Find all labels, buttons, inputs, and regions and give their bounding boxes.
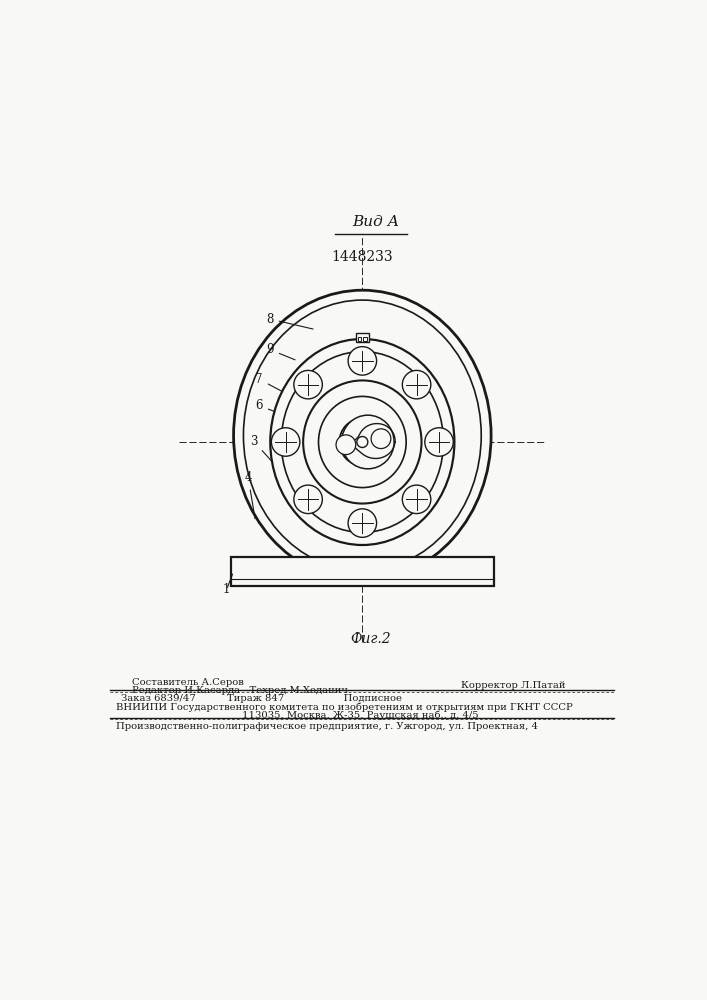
Circle shape (294, 485, 322, 514)
Text: 4: 4 (245, 471, 255, 519)
Circle shape (294, 370, 322, 399)
Text: 113035, Москва, Ж-35, Раушская наб., д. 4/5: 113035, Москва, Ж-35, Раушская наб., д. … (242, 710, 479, 720)
Text: 1448233: 1448233 (332, 250, 393, 264)
Text: 7: 7 (255, 373, 282, 391)
Circle shape (402, 370, 431, 399)
Text: Фиг.2: Фиг.2 (350, 632, 391, 646)
Text: 6: 6 (255, 399, 312, 426)
Ellipse shape (281, 352, 443, 532)
Circle shape (348, 509, 377, 537)
Circle shape (348, 347, 377, 375)
Circle shape (371, 429, 391, 449)
Text: Корректор Л.Патай: Корректор Л.Патай (461, 681, 566, 690)
Bar (231, 557, 494, 586)
Ellipse shape (339, 419, 385, 465)
Ellipse shape (319, 396, 407, 488)
Bar (356, 333, 369, 342)
Text: Вид А: Вид А (353, 215, 399, 229)
Text: Редактор И.Касарда   Техред М.Ходанич: Редактор И.Касарда Техред М.Ходанич (132, 686, 349, 695)
Circle shape (425, 428, 453, 456)
Ellipse shape (270, 339, 455, 545)
Text: Составитель А.Серов: Составитель А.Серов (132, 678, 244, 687)
Text: 3: 3 (250, 435, 286, 477)
Circle shape (336, 435, 356, 455)
Bar (358, 337, 361, 341)
Circle shape (402, 485, 431, 514)
Ellipse shape (233, 290, 491, 581)
Text: 8: 8 (267, 313, 313, 329)
Circle shape (357, 437, 368, 447)
Ellipse shape (341, 415, 394, 469)
Text: 9: 9 (267, 343, 295, 360)
Ellipse shape (303, 380, 421, 504)
Bar (363, 337, 367, 341)
Circle shape (271, 428, 300, 456)
Ellipse shape (243, 300, 481, 571)
Text: Заказ 6839/47          Тираж 847                   Подписное: Заказ 6839/47 Тираж 847 Подписное (122, 694, 402, 703)
Text: Производственно-полиграфическое предприятие, г. Ужгород, ул. Проектная, 4: Производственно-полиграфическое предприя… (116, 722, 538, 731)
Text: ВНИИПИ Государственного комитета по изобретениям и открытиям при ГКНТ СССР: ВНИИПИ Государственного комитета по изоб… (116, 702, 573, 712)
Text: 1: 1 (223, 583, 230, 596)
